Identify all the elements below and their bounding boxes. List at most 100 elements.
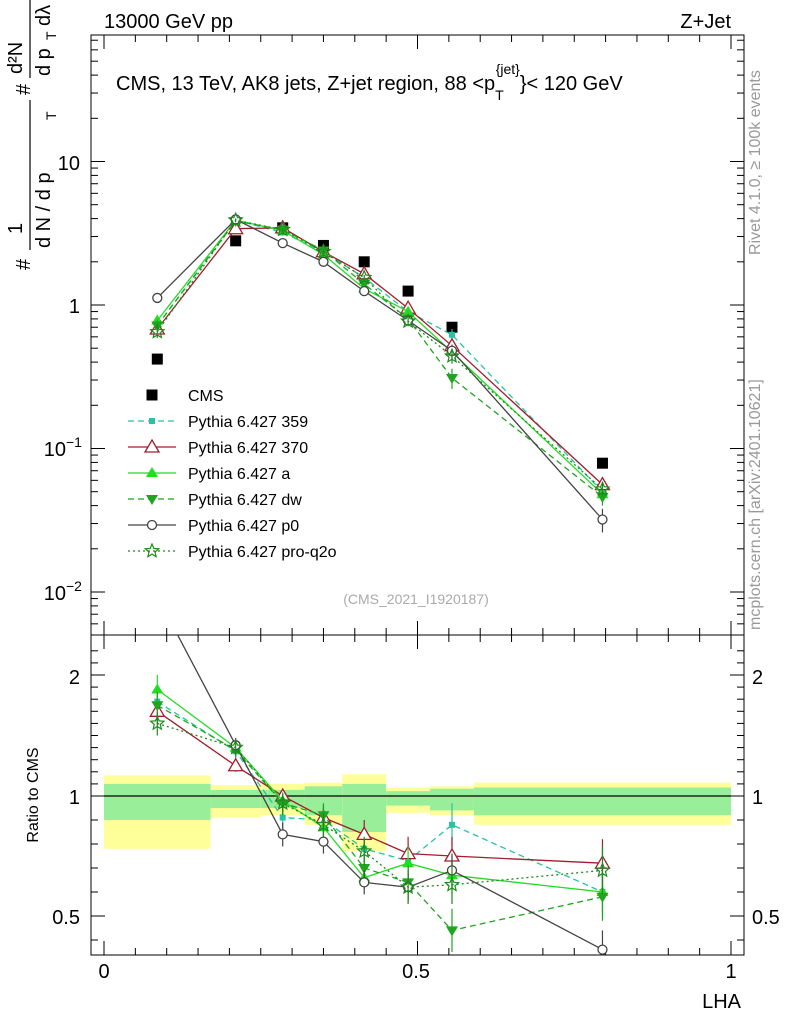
data-point xyxy=(402,305,415,316)
series-pythia-6-427-pro-q2o xyxy=(149,211,611,497)
y-tick-label-0.01-base: 10 xyxy=(44,583,66,605)
ratio-data-point xyxy=(277,829,288,840)
data-point xyxy=(597,514,608,525)
data-point xyxy=(402,285,414,297)
data-point xyxy=(448,331,455,338)
data-point xyxy=(315,243,332,259)
legend-item: Pythia 6.427 a xyxy=(128,466,290,483)
ratio-data-point xyxy=(153,592,162,601)
ratio-data-point xyxy=(399,878,417,895)
data-point xyxy=(446,321,458,333)
legend-item: CMS xyxy=(146,388,224,405)
ratio-y-tick-0.5-left: 0.5 xyxy=(52,907,80,929)
data-point xyxy=(227,211,244,228)
data-point xyxy=(227,220,244,235)
ratio-data-point xyxy=(359,877,370,888)
legend-item: Pythia 6.427 pro-q2o xyxy=(128,542,337,561)
legend-marker xyxy=(146,519,158,531)
ratio-band-green xyxy=(473,787,731,816)
ratio-data-point xyxy=(227,739,244,755)
data-point xyxy=(318,256,329,267)
legend-item: Pythia 6.427 p0 xyxy=(128,518,299,535)
energy-label: 13000 GeV pp xyxy=(104,11,233,33)
legend-marker xyxy=(143,438,161,453)
legend-label: Pythia 6.427 p0 xyxy=(188,518,299,535)
ratio-data-point xyxy=(151,683,164,694)
ratio-series-line xyxy=(156,710,603,864)
legend-label: Pythia 6.427 370 xyxy=(188,440,308,457)
series-line xyxy=(156,227,603,486)
legend-marker xyxy=(143,542,161,558)
data-point xyxy=(356,269,373,285)
data-point xyxy=(399,312,417,329)
ratio-uncertainty-bands xyxy=(104,774,731,852)
x-axis-label: LHA xyxy=(702,991,742,1013)
y-tick-label-10: 10 xyxy=(58,153,80,175)
main-series xyxy=(149,211,611,533)
ratio-data-point xyxy=(151,701,164,712)
y-axis-label: # 1 d N / d p T # d²N d p T dλ xyxy=(5,0,59,270)
data-point xyxy=(596,492,609,503)
ratio-series-line xyxy=(176,635,603,951)
ratio-data-point xyxy=(279,814,286,821)
data-point xyxy=(274,221,291,237)
legend-item: Pythia 6.427 370 xyxy=(128,438,308,457)
series-line xyxy=(156,220,603,498)
data-point xyxy=(443,347,461,364)
x-tick-0.5: 0.5 xyxy=(402,961,430,983)
ratio-series xyxy=(149,592,611,955)
legend-label: Pythia 6.427 dw xyxy=(188,492,302,509)
ratio-data-point xyxy=(227,757,244,772)
ratio-data-point xyxy=(448,821,455,828)
analysis-label: (CMS_2021_I1920187) xyxy=(343,591,489,607)
ratio-data-point xyxy=(402,857,415,868)
ratio-data-point xyxy=(274,794,291,811)
ratio-data-point xyxy=(149,714,166,731)
legend-marker xyxy=(146,495,158,505)
data-point xyxy=(151,353,163,365)
ratio-y-tick-1-left: 1 xyxy=(69,787,80,809)
ratio-y-tick-2-right: 2 xyxy=(752,667,763,689)
ratio-data-point xyxy=(594,861,611,878)
ratio-band-green xyxy=(104,783,211,820)
series-pythia-6-427-359 xyxy=(154,217,606,500)
legend: CMS Pythia 6.427 359 Pythia 6.427 370 Pythi… xyxy=(128,388,337,561)
y-label-dlambda: dλ xyxy=(33,5,55,26)
ratio-series-pythia-6-427-pro-q2o xyxy=(149,711,611,904)
ratio-band-green xyxy=(386,791,431,806)
process-label: Z+Jet xyxy=(680,11,731,33)
ratio-series-line xyxy=(157,722,603,888)
y-label-sub-T-2: T xyxy=(43,31,59,40)
y-tick-label-0.01-exp: −2 xyxy=(66,578,82,594)
y-tick-label-0.1-exp: −1 xyxy=(66,434,82,450)
y-tick-label-0.1-base: 10 xyxy=(44,439,66,461)
ratio-y-tick-2-left: 2 xyxy=(69,667,80,689)
legend-marker xyxy=(149,418,155,424)
ratio-y-tick-1-right: 1 xyxy=(752,787,763,809)
main-axis-ticks xyxy=(91,35,744,635)
y-label-hash-2: # xyxy=(13,83,35,95)
data-point xyxy=(152,292,163,304)
y-label-d2N: d²N xyxy=(5,42,27,74)
ratio-axis-ticks xyxy=(91,635,744,955)
x-tick-1: 1 xyxy=(725,961,736,983)
series-pythia-6-427-p0 xyxy=(152,214,608,533)
legend-item: Pythia 6.427 359 xyxy=(128,414,308,431)
series-cms xyxy=(151,222,608,469)
ratio-data-point xyxy=(315,816,332,832)
legend-label: Pythia 6.427 a xyxy=(188,466,290,483)
data-point xyxy=(149,323,166,339)
data-point xyxy=(359,285,370,297)
data-point xyxy=(230,235,242,247)
y-label-dpT: d p xyxy=(33,48,55,76)
series-pythia-6-427-dw xyxy=(151,216,609,506)
ratio-data-point xyxy=(596,892,609,903)
series-line xyxy=(156,218,603,520)
mcplots-label: mcplots.cern.ch [arXiv:2401.10621] xyxy=(747,379,764,630)
data-point xyxy=(358,256,370,268)
series-pythia-6-427-a xyxy=(151,214,609,503)
legend-item: Pythia 6.427 dw xyxy=(128,492,302,509)
x-tick-0: 0 xyxy=(98,961,109,983)
ratio-data-point xyxy=(318,836,329,847)
ratio-band-green xyxy=(430,788,474,811)
